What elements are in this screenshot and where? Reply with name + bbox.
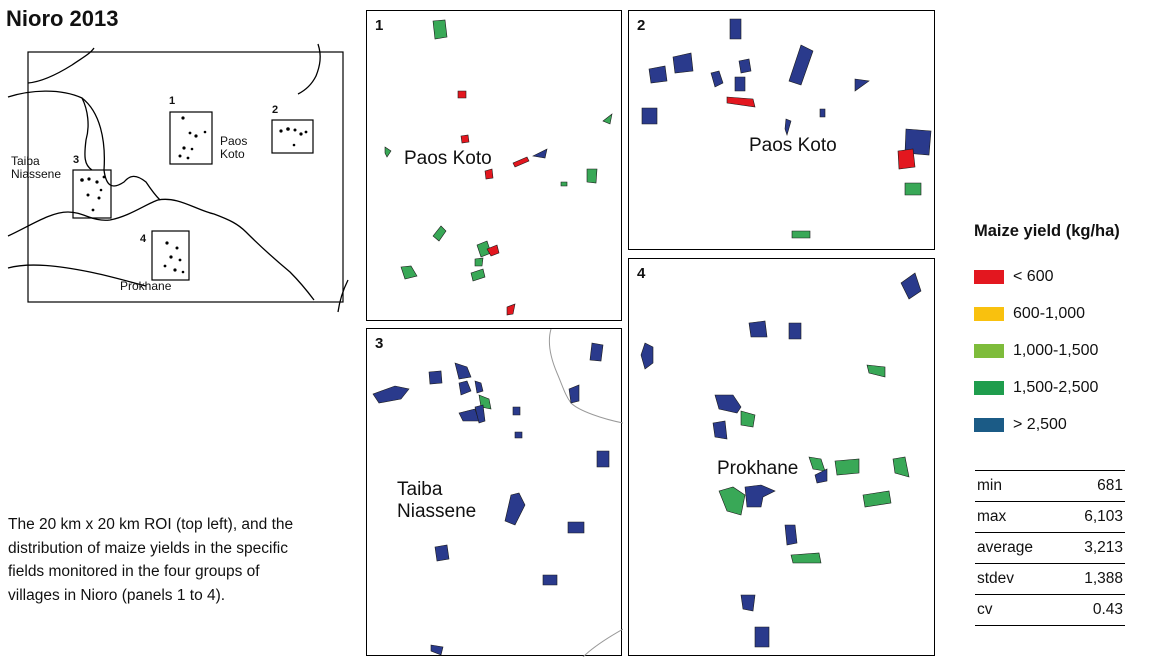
overview-box-number: 3 <box>73 154 80 166</box>
place-label-paos-koto: Paos Koto <box>404 148 492 169</box>
stat-value: 3,213 <box>1062 532 1125 564</box>
map-panel-2: 2 Paos Koto <box>628 10 935 250</box>
stats-table: min 681 max 6,103 average 3,213 stdev 1,388 … <box>975 470 1125 626</box>
legend-item: 1,000-1,500 <box>974 332 1164 369</box>
road-line <box>297 43 321 95</box>
overview-svg <box>7 43 349 313</box>
stat-name: min <box>975 470 1063 502</box>
place-label-paos-koto: Paos Koto <box>749 135 837 156</box>
legend-item: 600-1,000 <box>974 295 1164 332</box>
overview-label-paos-koto: Paos Koto <box>220 134 248 161</box>
legend-item: > 2,500 <box>974 406 1164 443</box>
legend-label: 1,500-2,500 <box>1013 378 1099 396</box>
legend-item: < 600 <box>974 258 1164 295</box>
overview-map: 1 2 3 4 Paos Koto Taiba Niassene Prokhan… <box>0 30 360 325</box>
roi-box-4 <box>151 230 190 281</box>
river-line <box>7 90 161 201</box>
road-line <box>81 97 93 171</box>
legend-swatch <box>974 269 1004 284</box>
stats-row: cv 0.43 <box>975 594 1125 626</box>
legend-label: > 2,500 <box>1013 415 1067 433</box>
roi-box-1 <box>169 111 213 165</box>
road-line <box>582 628 623 657</box>
legend-swatch <box>974 306 1004 321</box>
roi-frame <box>27 51 344 303</box>
place-label-taiba-niassene: Taiba Niassene <box>397 479 477 522</box>
panel-1-fields <box>384 19 613 316</box>
stat-name: max <box>975 501 1063 533</box>
panel-number: 4 <box>637 265 646 282</box>
roi-box-3 <box>72 169 112 219</box>
map-panel-3: 3 Taiba Niassene <box>366 328 623 657</box>
legend-label: 600-1,000 <box>1013 304 1086 322</box>
stat-name: cv <box>975 594 1063 626</box>
stat-value: 1,388 <box>1062 563 1125 595</box>
roi-box-2 <box>271 119 314 154</box>
road-line <box>7 198 315 301</box>
stat-name: stdev <box>975 563 1063 595</box>
overview-box-number: 4 <box>140 233 147 245</box>
figure-caption: The 20 km x 20 km ROI (top left), and th… <box>8 516 294 604</box>
river-line <box>27 47 95 84</box>
panel-3-fields <box>372 329 623 657</box>
panel-2-fields <box>641 18 932 239</box>
legend-swatch <box>974 417 1004 432</box>
stats-row: stdev 1,388 <box>975 563 1125 595</box>
panel-number: 1 <box>375 17 384 34</box>
legend-swatch <box>974 380 1004 395</box>
overview-label-prokhane: Prokhane <box>120 279 172 293</box>
stat-value: 681 <box>1062 470 1125 502</box>
panel-number: 3 <box>375 335 384 352</box>
legend-label: < 600 <box>1013 267 1054 285</box>
overview-box-number: 1 <box>169 95 176 107</box>
legend: Maize yield (kg/ha) < 600 600-1,000 1,00… <box>974 222 1164 443</box>
legend-label: 1,000-1,500 <box>1013 341 1099 359</box>
legend-swatch <box>974 343 1004 358</box>
stats-row: max 6,103 <box>975 501 1125 533</box>
overview-box-number: 2 <box>272 104 279 116</box>
legend-title: Maize yield (kg/ha) <box>974 222 1120 240</box>
overview-label-taiba-niassene: Taiba Niassene <box>11 154 62 181</box>
map-panel-4: 4 Prokhane <box>628 258 935 656</box>
road-line <box>548 329 623 424</box>
panel-number: 2 <box>637 17 646 34</box>
legend-item: 1,500-2,500 <box>974 369 1164 406</box>
stat-value: 6,103 <box>1062 501 1125 533</box>
stats-row: average 3,213 <box>975 532 1125 564</box>
map-panel-1: 1 Paos Koto <box>366 10 622 321</box>
map-title: Nioro 2013 <box>6 6 119 31</box>
stats-row: min 681 <box>975 470 1125 502</box>
stat-name: average <box>975 532 1063 564</box>
stat-value: 0.43 <box>1062 594 1125 626</box>
field-dots <box>80 116 308 274</box>
road-line <box>337 279 349 313</box>
panel-4-fields <box>640 272 922 648</box>
road-line <box>7 264 147 287</box>
place-label-prokhane: Prokhane <box>717 458 799 479</box>
